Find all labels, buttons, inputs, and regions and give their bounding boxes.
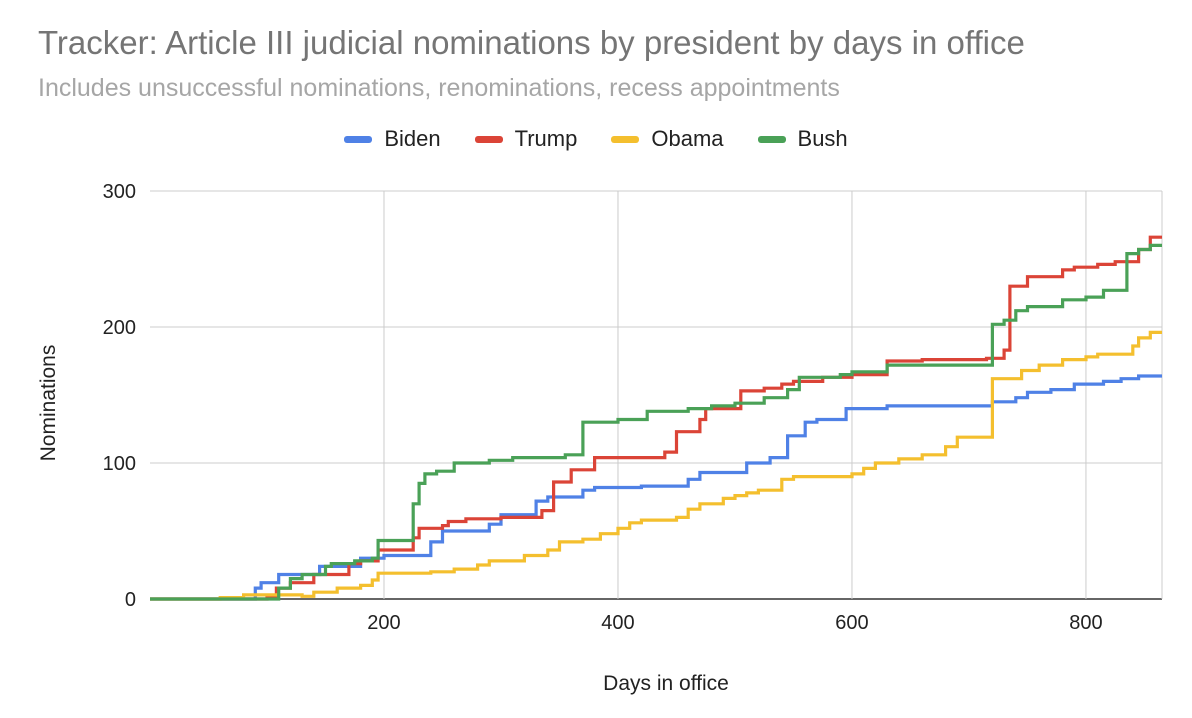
axis-layer: 0 100 200 300 200 400 600 800: [103, 181, 1103, 634]
legend-label-biden: Biden: [384, 126, 441, 151]
legend-swatch-bush: [757, 135, 786, 143]
series-line-bush[interactable]: [150, 243, 1162, 601]
series-line-obama[interactable]: [150, 330, 1162, 601]
series-layer: [150, 235, 1162, 601]
legend-label-obama: Obama: [651, 126, 724, 151]
series-line-trump[interactable]: [150, 235, 1162, 601]
grid-layer: [150, 190, 1163, 600]
legend-swatch-obama: [611, 135, 640, 143]
legend-swatch-trump: [474, 135, 503, 143]
x-tick-label: 200: [367, 612, 400, 634]
y-tick-label: 0: [125, 589, 136, 611]
legend-item-biden[interactable]: Biden: [344, 126, 441, 152]
chart-title: Tracker: Article III judicial nomination…: [38, 24, 1025, 61]
x-axis-title: Days in office: [603, 672, 729, 695]
y-tick-label: 200: [103, 317, 136, 339]
series-line-biden[interactable]: [150, 374, 1162, 601]
y-tick-label: 100: [103, 453, 136, 475]
y-tick-label: 300: [103, 181, 136, 203]
legend-item-bush[interactable]: Bush: [757, 126, 848, 152]
legend-label-bush: Bush: [797, 126, 848, 151]
chart-legend: Biden Trump Obama Bush: [0, 126, 1192, 152]
legend-swatch-biden: [344, 135, 373, 143]
legend-label-trump: Trump: [514, 126, 578, 151]
legend-item-trump[interactable]: Trump: [474, 126, 578, 152]
x-tick-label: 400: [601, 612, 634, 634]
legend-item-obama[interactable]: Obama: [611, 126, 724, 152]
y-axis-title: Nominations: [37, 345, 60, 462]
chart-subtitle: Includes unsuccessful nominations, renom…: [38, 74, 840, 102]
x-tick-label: 600: [835, 612, 868, 634]
x-tick-label: 800: [1069, 612, 1102, 634]
